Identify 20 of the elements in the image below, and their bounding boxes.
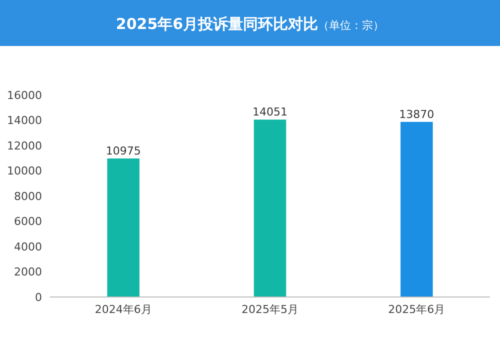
y-tick-label: 0 bbox=[35, 290, 42, 304]
x-tick-label: 2024年6月 bbox=[94, 303, 152, 316]
y-tick-label: 4000 bbox=[14, 240, 42, 254]
chart-title: 2025年6月投诉量同环比对比 bbox=[116, 15, 318, 33]
y-tick-label: 6000 bbox=[14, 215, 42, 228]
y-tick-label: 16000 bbox=[7, 88, 42, 102]
y-tick-label: 10000 bbox=[7, 164, 42, 178]
y-tick-label: 12000 bbox=[7, 139, 42, 152]
data-label: 13870 bbox=[399, 108, 434, 121]
bar bbox=[400, 122, 433, 297]
x-tick-label: 2025年6月 bbox=[388, 303, 446, 316]
y-tick-label: 14000 bbox=[7, 114, 42, 128]
y-tick-label: 8000 bbox=[14, 190, 42, 203]
data-label: 10975 bbox=[106, 144, 141, 158]
chart-subtitle: （单位：宗） bbox=[318, 19, 384, 32]
data-label: 14051 bbox=[252, 106, 288, 119]
x-tick-label: 2025年5月 bbox=[242, 303, 298, 316]
y-tick-label: 2000 bbox=[14, 266, 42, 279]
bar bbox=[254, 120, 286, 297]
bar bbox=[107, 158, 140, 297]
